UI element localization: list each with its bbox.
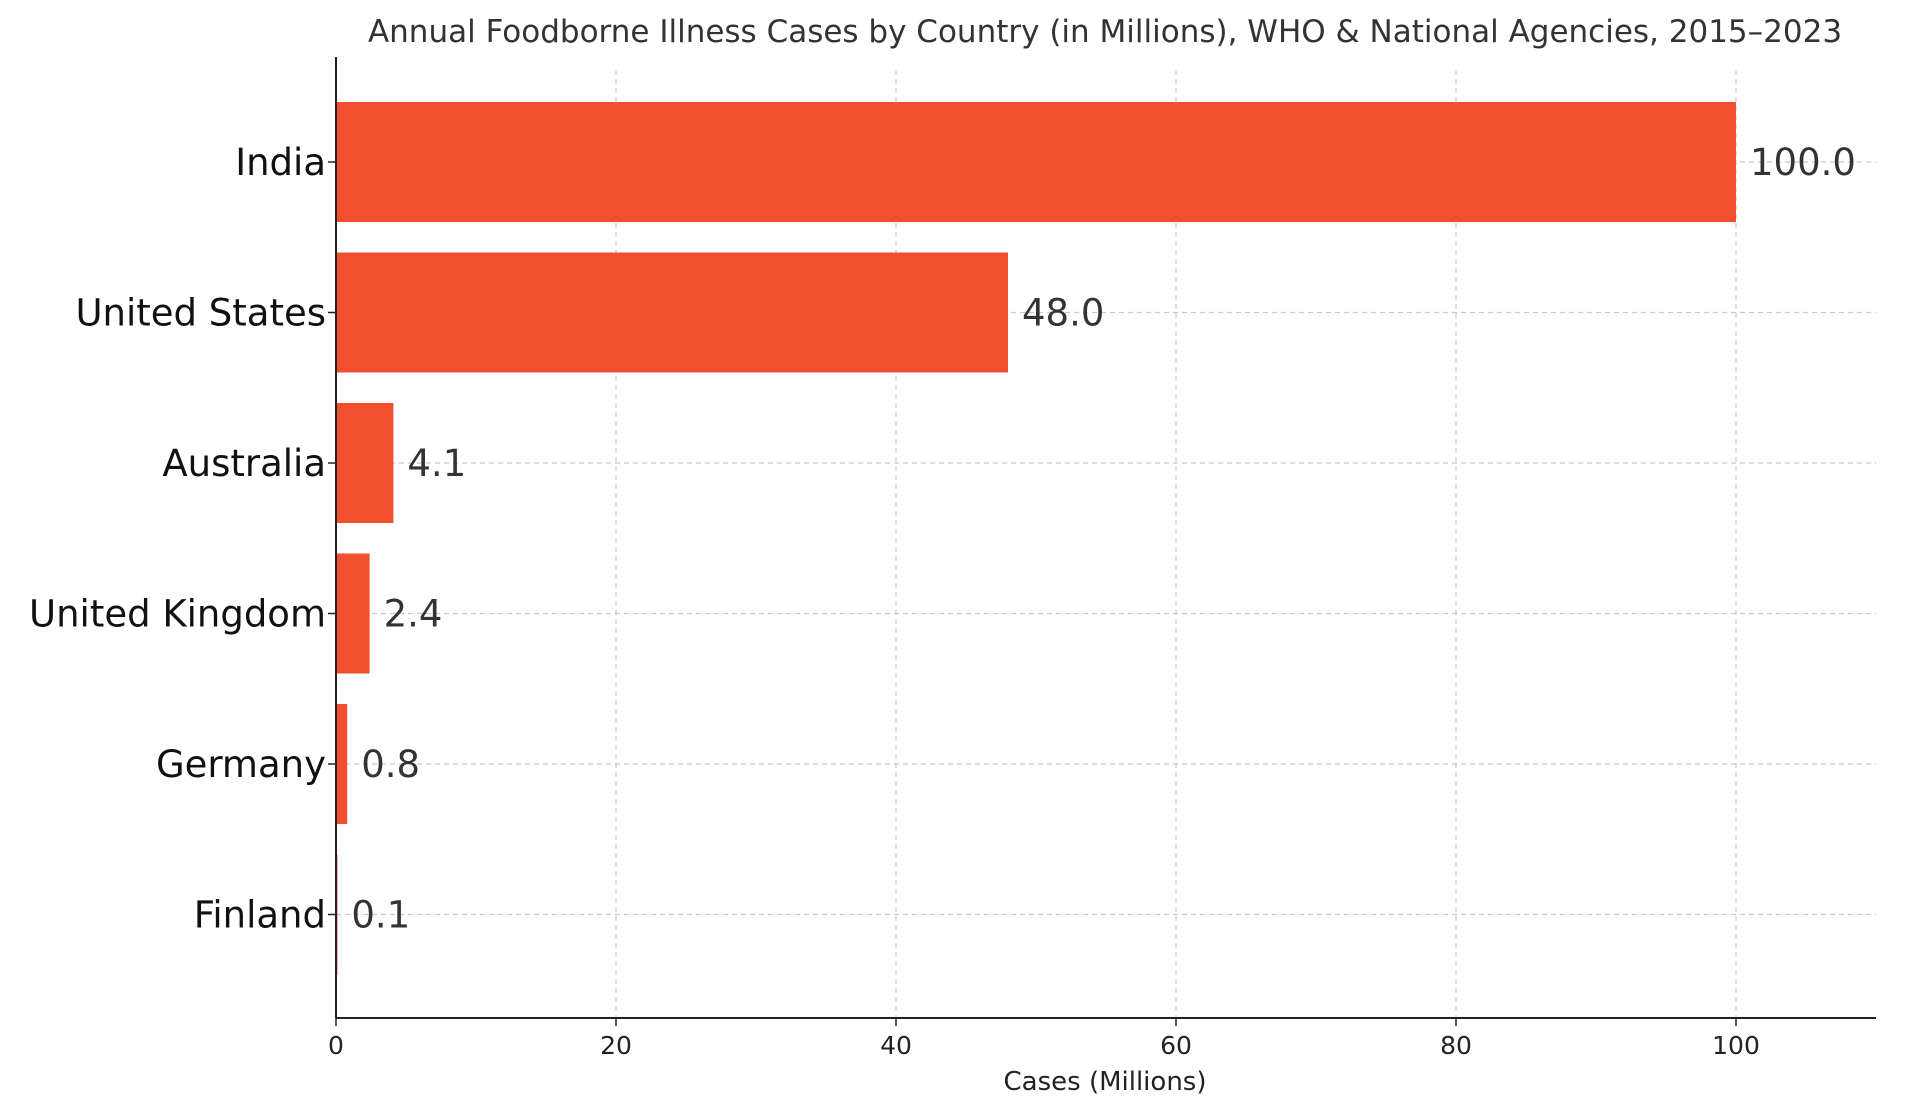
x-tick-label: 0: [328, 1031, 344, 1060]
chart-title: Annual Foodborne Illness Cases by Countr…: [368, 14, 1842, 50]
data-label: 48.0: [1022, 292, 1104, 335]
x-tick-label: 80: [1440, 1031, 1472, 1060]
bar: [336, 252, 1008, 373]
category-label: Australia: [162, 442, 326, 485]
x-tick-label: 40: [880, 1031, 912, 1060]
x-axis-label: Cases (Millions): [1004, 1067, 1207, 1097]
x-tick-label: 100: [1712, 1031, 1760, 1060]
x-tick-label: 60: [1160, 1031, 1192, 1060]
category-label: Germany: [156, 743, 326, 786]
bar: [336, 704, 348, 824]
data-label: 2.4: [384, 593, 443, 636]
category-label: United States: [75, 292, 326, 335]
category-label: United Kingdom: [29, 593, 326, 636]
category-label: Finland: [194, 894, 326, 937]
category-label: India: [235, 141, 326, 184]
y-tick-labels: India United States Australia United Kingdo…: [29, 141, 326, 937]
bars: [336, 102, 1736, 975]
x-tick-labels: 0 20 40 60 80 100: [328, 1031, 1760, 1060]
bar: [336, 102, 1736, 222]
x-tick-label: 20: [600, 1031, 632, 1060]
data-label: 100.0: [1750, 141, 1856, 184]
value-labels: 100.0 48.0 4.1 2.4 0.8 0.1: [351, 141, 1856, 937]
axes: [328, 57, 1876, 1026]
data-label: 4.1: [407, 442, 466, 485]
bar: [336, 553, 370, 674]
bar: [336, 403, 394, 523]
data-label: 0.1: [351, 894, 410, 937]
data-label: 0.8: [361, 743, 420, 786]
